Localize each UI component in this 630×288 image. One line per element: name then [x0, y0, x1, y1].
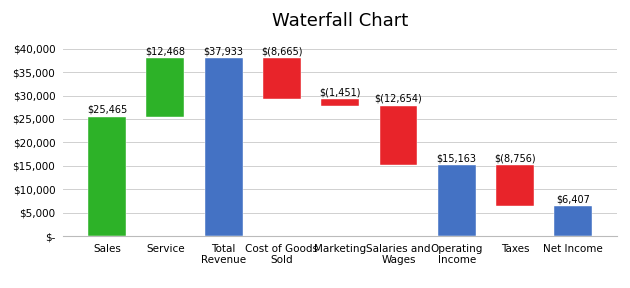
Text: $37,933: $37,933	[203, 46, 244, 56]
Text: $(8,665): $(8,665)	[261, 46, 302, 56]
Text: $(12,654): $(12,654)	[375, 94, 422, 104]
Text: $25,465: $25,465	[87, 105, 127, 115]
Text: $(1,451): $(1,451)	[319, 87, 361, 97]
Bar	[496, 165, 534, 206]
Bar	[438, 165, 476, 236]
Text: $12,468: $12,468	[146, 46, 185, 56]
Title: Waterfall Chart: Waterfall Chart	[272, 12, 408, 30]
Text: $(8,756): $(8,756)	[494, 153, 536, 163]
Bar	[146, 58, 185, 117]
Text: $15,163: $15,163	[437, 153, 477, 163]
Bar	[88, 117, 126, 236]
Bar	[263, 99, 301, 236]
Bar	[321, 106, 359, 236]
Bar	[379, 106, 418, 165]
Bar	[554, 206, 592, 236]
Bar	[379, 165, 418, 236]
Bar	[146, 117, 185, 236]
Text: $6,407: $6,407	[556, 194, 590, 204]
Bar	[496, 206, 534, 236]
Bar	[205, 58, 243, 236]
Bar	[321, 99, 359, 106]
Bar	[263, 58, 301, 99]
